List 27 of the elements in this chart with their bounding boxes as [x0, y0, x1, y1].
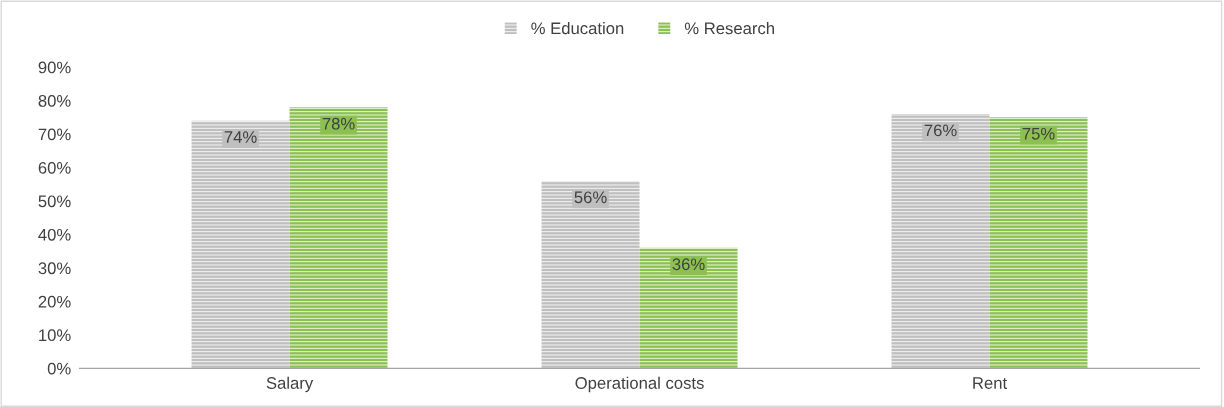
- x-tick-label: Rent: [973, 377, 1008, 389]
- y-tick-label: 30%: [38, 262, 71, 275]
- legend-label: % Research: [684, 22, 774, 35]
- bar: [191, 120, 290, 369]
- bar: [891, 114, 990, 369]
- legend-label: % Education: [531, 22, 624, 35]
- y-tick-label: 10%: [39, 329, 71, 342]
- bar: [541, 180, 640, 369]
- text: 36%: [672, 258, 705, 271]
- bar: [289, 107, 388, 369]
- y-tick-label: 20%: [38, 295, 71, 308]
- text: 75%: [1022, 127, 1055, 140]
- bar: [989, 117, 1088, 369]
- y-tick-label: 50%: [38, 195, 71, 208]
- x-tick-label: Salary: [266, 376, 314, 393]
- y-tick-label: 60%: [38, 161, 71, 174]
- x-tick-label: Operational costs: [575, 376, 704, 393]
- bar: [639, 247, 738, 369]
- y-tick-label: 0%: [47, 362, 71, 375]
- y-tick-label: 90%: [38, 61, 71, 74]
- text: 76%: [924, 124, 957, 137]
- y-tick-label: 40%: [38, 228, 71, 241]
- y-tick-label: 80%: [38, 95, 71, 107]
- text: 78%: [322, 117, 355, 130]
- y-tick-label: 70%: [38, 128, 71, 141]
- text: 56%: [574, 191, 607, 204]
- text: 74%: [224, 131, 257, 143]
